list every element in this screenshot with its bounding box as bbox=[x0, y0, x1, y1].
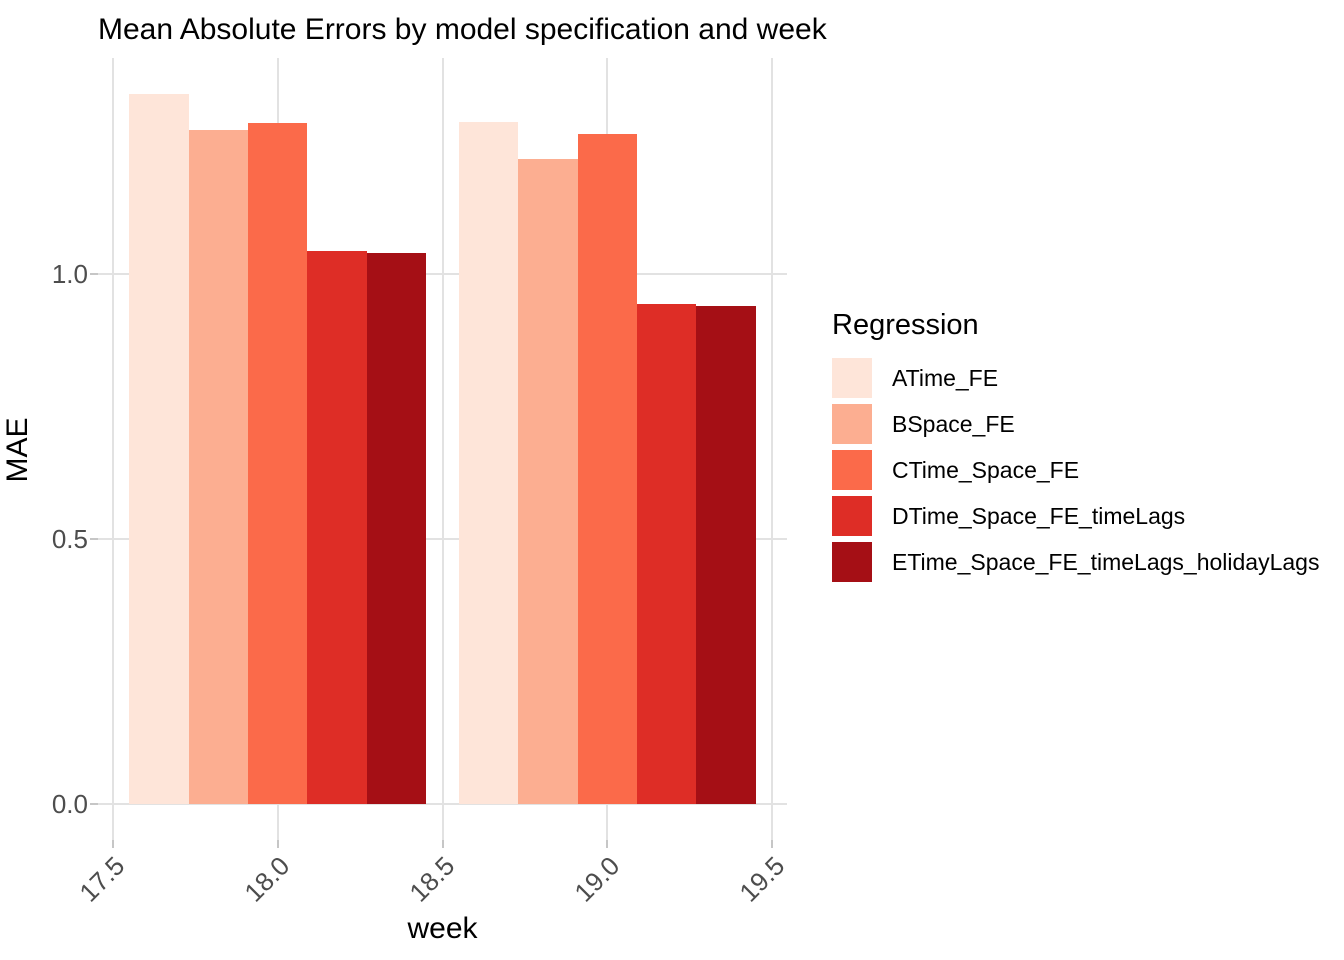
x-gridline bbox=[771, 58, 774, 840]
x-axis-tick bbox=[276, 840, 279, 848]
x-gridline bbox=[441, 58, 444, 840]
x-axis-tick bbox=[441, 840, 444, 848]
x-tick-label: 18.5 bbox=[403, 850, 461, 908]
y-axis-tick bbox=[90, 272, 98, 275]
x-axis-tick bbox=[771, 840, 774, 848]
legend-item: ATime_FE bbox=[832, 358, 1319, 398]
y-tick-label: 0.5 bbox=[51, 524, 88, 555]
bar-week18-ETime_Space_FE_timeLags_holidayLags bbox=[366, 252, 426, 805]
x-axis-tick bbox=[111, 840, 114, 848]
x-tick-label: 17.5 bbox=[73, 850, 131, 908]
legend-key-swatch bbox=[832, 450, 872, 490]
legend-title: Regression bbox=[832, 309, 979, 341]
bar-week18-ATime_FE bbox=[129, 93, 189, 805]
bar-week18-BSpace_FE bbox=[188, 129, 248, 805]
y-axis-tick bbox=[90, 803, 98, 806]
legend-key-swatch bbox=[832, 496, 872, 536]
legend-key-swatch bbox=[832, 358, 872, 398]
legend-label: DTime_Space_FE_timeLags bbox=[892, 502, 1186, 529]
legend-item: CTime_Space_FE bbox=[832, 450, 1319, 490]
legend-item: ETime_Space_FE_timeLags_holidayLags bbox=[832, 542, 1319, 582]
y-tick-label: 1.0 bbox=[51, 258, 88, 289]
y-axis-tick bbox=[90, 538, 98, 541]
y-tick-label: 0.0 bbox=[51, 789, 88, 820]
legend-key-swatch bbox=[832, 542, 872, 582]
legend: Regression ATime_FE BSpace_FE CTime_Space_… bbox=[832, 308, 1319, 588]
x-axis-title: week bbox=[407, 912, 478, 945]
chart-title: Mean Absolute Errors by model specificat… bbox=[98, 13, 827, 46]
bar-week19-ATime_FE bbox=[458, 122, 519, 805]
legend-item: BSpace_FE bbox=[832, 404, 1319, 444]
x-tick-label: 19.5 bbox=[732, 850, 790, 908]
x-gridline bbox=[111, 58, 114, 840]
x-tick-label: 18.0 bbox=[238, 850, 296, 908]
legend-item: DTime_Space_FE_timeLags bbox=[832, 496, 1319, 536]
bar-week18-DTime_Space_FE_timeLags bbox=[307, 251, 367, 805]
x-tick-label: 19.0 bbox=[568, 850, 626, 908]
legend-key-swatch bbox=[832, 404, 872, 444]
legend-label: BSpace_FE bbox=[892, 410, 1015, 437]
bar-week19-CTime_Space_FE bbox=[577, 134, 637, 805]
bar-week19-ETime_Space_FE_timeLags_holidayLags bbox=[696, 305, 756, 805]
bar-week18-CTime_Space_FE bbox=[247, 122, 308, 805]
legend-label: ATime_FE bbox=[892, 364, 999, 391]
x-axis-tick bbox=[606, 840, 609, 848]
bar-week19-DTime_Space_FE_timeLags bbox=[637, 303, 697, 805]
y-axis-title: MAE bbox=[1, 417, 34, 483]
legend-label: CTime_Space_FE bbox=[892, 456, 1080, 483]
bar-week19-BSpace_FE bbox=[518, 159, 578, 805]
legend-label: ETime_Space_FE_timeLags_holidayLags bbox=[892, 548, 1320, 575]
